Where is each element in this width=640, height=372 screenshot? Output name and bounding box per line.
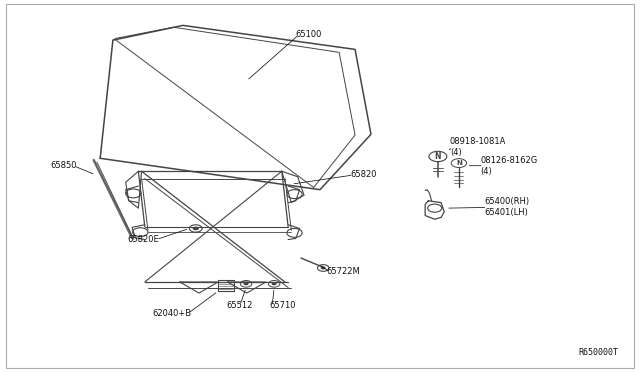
Text: N: N bbox=[435, 152, 441, 161]
Text: 65820E: 65820E bbox=[127, 235, 159, 244]
Circle shape bbox=[244, 282, 248, 285]
Circle shape bbox=[321, 266, 326, 269]
Text: N: N bbox=[456, 160, 462, 166]
Circle shape bbox=[271, 282, 276, 285]
Text: 08918-1081A
(4): 08918-1081A (4) bbox=[450, 137, 506, 157]
Text: 65100: 65100 bbox=[296, 30, 322, 39]
Circle shape bbox=[193, 227, 199, 230]
Text: 08126-8162G
(4): 08126-8162G (4) bbox=[481, 155, 538, 176]
Text: R650000T: R650000T bbox=[578, 347, 618, 357]
Text: 65512: 65512 bbox=[227, 301, 253, 311]
Text: 65850: 65850 bbox=[50, 161, 77, 170]
Text: 65820: 65820 bbox=[351, 170, 377, 179]
Text: 65710: 65710 bbox=[269, 301, 296, 311]
Text: 62040+B: 62040+B bbox=[152, 309, 191, 318]
Text: 65722M: 65722M bbox=[326, 267, 360, 276]
Text: 65400(RH)
65401(LH): 65400(RH) 65401(LH) bbox=[484, 198, 529, 218]
